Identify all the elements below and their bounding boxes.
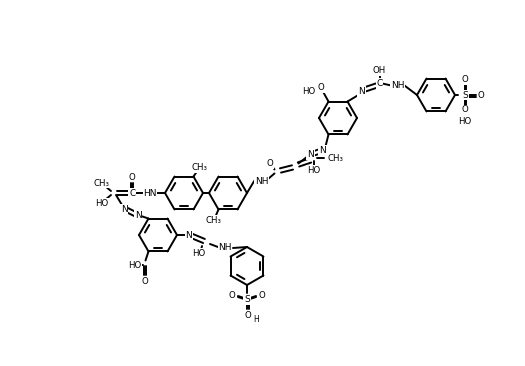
Text: N: N (358, 87, 365, 96)
Text: S: S (244, 295, 250, 305)
Text: O: O (129, 172, 135, 182)
Text: OH: OH (373, 66, 386, 75)
Text: O: O (245, 310, 251, 320)
Text: C: C (376, 79, 383, 88)
Text: HO: HO (192, 249, 206, 258)
Text: CH₃: CH₃ (205, 216, 222, 225)
Text: O: O (141, 277, 148, 286)
Text: NH: NH (391, 81, 404, 90)
Text: H: H (253, 315, 259, 325)
Text: N: N (121, 205, 128, 213)
Text: HO: HO (96, 198, 109, 208)
Text: HN: HN (143, 188, 157, 198)
Text: O: O (461, 75, 468, 85)
Text: O: O (317, 83, 324, 92)
Text: N: N (134, 210, 141, 220)
Text: HO: HO (128, 261, 141, 270)
Text: N: N (319, 146, 326, 155)
Text: NH: NH (255, 177, 268, 186)
Text: HO: HO (307, 166, 320, 175)
Text: N: N (186, 231, 192, 239)
Text: O: O (259, 291, 265, 300)
Text: O: O (478, 92, 485, 101)
Text: HO: HO (302, 87, 315, 96)
Text: S: S (462, 90, 468, 100)
Text: O: O (228, 291, 235, 300)
Text: NH: NH (218, 243, 232, 253)
Text: O: O (266, 159, 273, 168)
Text: O: O (461, 105, 468, 115)
Text: HO: HO (458, 116, 471, 126)
Text: N: N (307, 150, 314, 159)
Text: CH₃: CH₃ (328, 154, 343, 163)
Text: CH₃: CH₃ (192, 163, 207, 172)
Text: CH₃: CH₃ (94, 179, 110, 187)
Text: C: C (129, 188, 135, 198)
